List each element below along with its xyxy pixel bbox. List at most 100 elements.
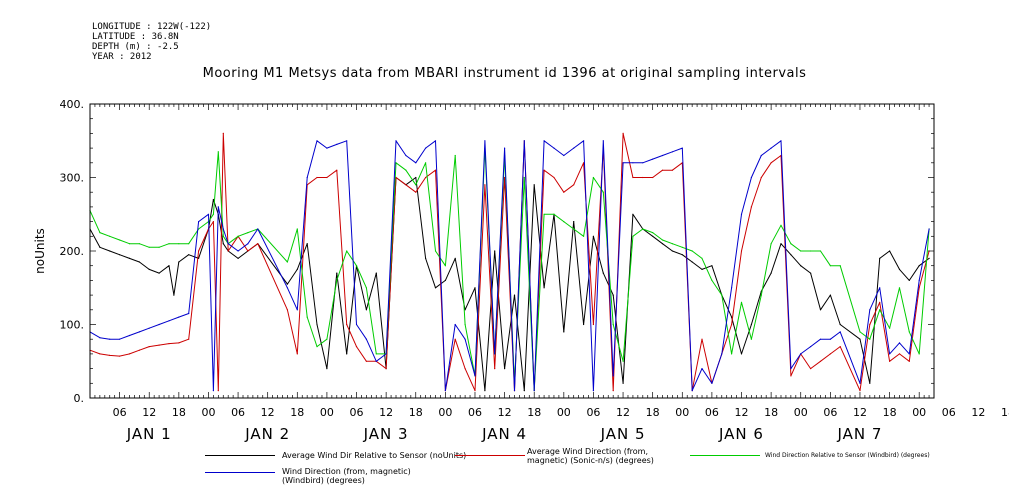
series-1-point xyxy=(138,261,140,263)
series-1-point xyxy=(592,235,595,237)
series-layer xyxy=(89,132,930,392)
series-3-point xyxy=(602,191,604,193)
series-2-point xyxy=(632,176,634,179)
series-4-point xyxy=(355,323,358,326)
series-1-point xyxy=(612,294,614,296)
series-4-point xyxy=(612,375,614,377)
series-1-point xyxy=(168,265,170,267)
series-4-point xyxy=(711,382,713,384)
series-1-point xyxy=(819,309,822,311)
series-4-point xyxy=(474,375,476,377)
series-4-point xyxy=(908,353,910,355)
series-3-point xyxy=(375,353,377,355)
series-2-point xyxy=(222,132,224,134)
x-tick-label: 18 xyxy=(409,406,423,419)
series-1-point xyxy=(346,353,348,355)
series-3-point xyxy=(859,331,861,333)
latitude-text: LATITUDE : 36.8N xyxy=(92,32,179,42)
series-4-point xyxy=(237,250,239,252)
series-4-point xyxy=(573,147,575,149)
series-2-point xyxy=(109,354,111,356)
series-2-point xyxy=(612,390,614,392)
series-2-point xyxy=(415,191,417,193)
series-4-point xyxy=(434,140,437,142)
series-3-point xyxy=(355,265,358,267)
series-1-point xyxy=(316,323,318,326)
series-1-point xyxy=(494,250,496,252)
series-2-point xyxy=(573,184,575,186)
series-3-point xyxy=(721,294,723,296)
series-2-point xyxy=(336,169,338,171)
series-4-point xyxy=(484,140,486,142)
series-1-point xyxy=(573,221,575,223)
series-3-point xyxy=(168,243,170,245)
series-2-point xyxy=(869,323,871,326)
series-3-point xyxy=(810,250,812,252)
series-3-point xyxy=(247,232,249,234)
series-2-point xyxy=(346,323,348,326)
axis-layer: 0. 100. 200. 300. 400. noUnits 06 12 18 00 06 12 18 0… xyxy=(33,98,1009,443)
series-1-point xyxy=(365,309,367,311)
series-1-point xyxy=(908,279,910,281)
series-1-point xyxy=(602,272,604,274)
series-2-point xyxy=(908,360,910,362)
x-tick-label: 06 xyxy=(942,406,956,419)
series-3-point xyxy=(780,224,782,226)
series-3-point xyxy=(178,243,180,245)
x-tick-label: 00 xyxy=(438,406,452,419)
series-4-point xyxy=(622,162,624,164)
series-4-point xyxy=(918,279,920,281)
series-2-point xyxy=(839,346,841,348)
series-3-point xyxy=(119,239,121,241)
legend-label-series-3: Wind Direction Relative to Sensor (Windb… xyxy=(765,452,930,459)
series-2-point xyxy=(898,353,901,355)
year-text: YEAR : 2012 xyxy=(92,52,152,62)
series-3-point xyxy=(918,353,920,355)
series-2-point xyxy=(464,368,466,370)
series-4-point xyxy=(790,368,792,370)
series-3-point xyxy=(731,353,733,355)
series-2-point xyxy=(474,390,476,392)
series-1-point xyxy=(158,272,160,274)
series-1-point xyxy=(800,265,802,267)
x-tick-label: 06 xyxy=(468,406,482,419)
series-1-point xyxy=(829,294,832,296)
series-1-point xyxy=(869,382,871,384)
series-1-point xyxy=(464,309,466,311)
series-4-point xyxy=(346,140,348,142)
series-1-point xyxy=(119,254,121,256)
series-4-point xyxy=(365,338,367,340)
series-1-point xyxy=(790,254,792,256)
series-1-point xyxy=(770,272,772,274)
x-tick-label: 06 xyxy=(113,406,127,419)
series-2-point xyxy=(918,287,920,289)
series-2-point xyxy=(405,184,407,186)
x-day-label: JAN 4 xyxy=(481,425,527,443)
x-tick-label: 12 xyxy=(379,406,393,419)
series-1-point xyxy=(898,268,901,270)
series-2-point xyxy=(168,343,170,345)
series-4-point xyxy=(464,338,466,340)
series-2-point xyxy=(701,338,703,340)
series-4-point xyxy=(839,331,841,333)
series-4-point xyxy=(810,346,812,348)
x-tick-label: 00 xyxy=(320,406,334,419)
x-tick-label: 00 xyxy=(201,406,215,419)
series-2-point xyxy=(731,323,733,326)
series-3-point xyxy=(898,287,901,289)
series-3-point xyxy=(296,228,298,230)
series-3-point xyxy=(750,338,753,340)
series-3-point xyxy=(869,338,871,340)
series-3-point xyxy=(326,338,328,340)
series-4-point xyxy=(198,221,200,223)
series-4-point xyxy=(207,213,210,215)
series-3-point xyxy=(222,235,224,237)
y-tick-label: 300. xyxy=(60,172,85,185)
series-1-point xyxy=(701,268,703,270)
series-3-point xyxy=(652,232,654,234)
series-1-point xyxy=(583,323,585,326)
x-day-label: JAN 1 xyxy=(126,425,172,443)
series-2-point xyxy=(583,162,585,164)
series-3-point xyxy=(642,228,644,230)
series-3-point xyxy=(819,250,822,252)
